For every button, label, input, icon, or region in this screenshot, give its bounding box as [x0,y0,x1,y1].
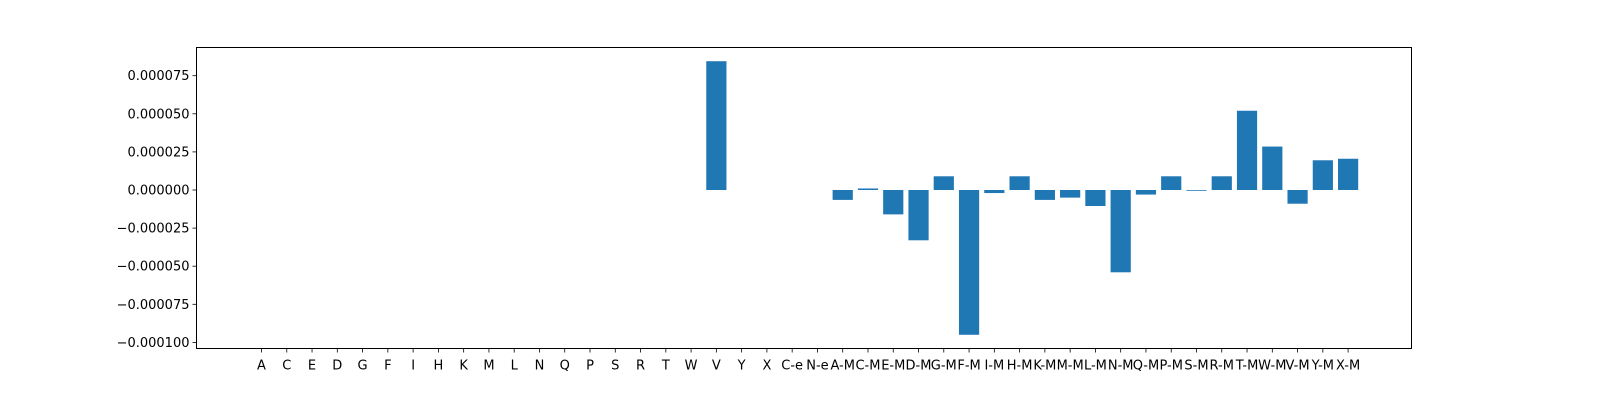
bar-K-M [1034,189,1055,200]
bar-S-M [1186,189,1207,191]
bar-I-M [984,189,1005,194]
bar-E-M [883,189,904,215]
x-tick-label: W [685,359,698,374]
x-axis: A C E D G F I H K M L N Q P S R T W V Y X C-e N-e A-M C-M E-M D-M G… [257,348,1360,374]
x-tick-label: M [483,359,494,374]
bars-group [706,61,1359,335]
x-tick-label: G [358,359,368,374]
x-tick-label: F [384,359,391,374]
x-tick-label: D-M [906,359,932,374]
x-tick-label: X-M [1336,359,1360,374]
x-tick-label: S-M [1184,359,1208,374]
bar-H-M [1009,176,1030,190]
bar-C-M [857,188,879,190]
y-tick-label: −0.000050 [117,260,190,275]
bar-Y-M [1312,160,1333,190]
x-tick-label: G-M [931,359,957,374]
x-tick-label: W-M [1258,359,1286,374]
bar-R-M [1211,176,1232,190]
x-tick-label: C [282,359,291,374]
bar-P-M [1161,176,1182,190]
bar-N-M [1110,189,1131,273]
bar-W-M [1262,146,1283,190]
x-tick-label: N [535,359,545,374]
bar-T-M [1236,110,1258,190]
bar-G-M [933,176,954,190]
y-tick-label: 0.000000 [127,183,189,198]
x-tick-label: N-e [806,359,828,374]
bar-Q-M [1135,189,1157,195]
bar-L-M [1085,189,1106,207]
x-tick-label: P-M [1159,359,1182,374]
x-tick-label: P [586,359,594,374]
y-axis: −0.000100 −0.000075 −0.000050 −0.000025 0.00… [117,69,197,351]
x-tick-label: Y [737,359,746,374]
x-tick-label: K [459,359,468,374]
x-tick-label: Y-M [1311,359,1334,374]
x-tick-label: E-M [881,359,905,374]
x-tick-label: C-e [781,359,803,374]
bar-V-M [1287,189,1308,204]
x-tick-label: H-M [1007,359,1033,374]
bar-A-M [832,189,853,200]
x-tick-label: L [511,359,519,374]
x-tick-label: F-M [957,359,980,374]
bar-M-M [1060,189,1081,198]
bar-X-M [1338,158,1359,190]
bar-V [706,61,727,190]
x-tick-label: A-M [830,359,855,374]
x-tick-label: Q [560,359,570,374]
y-tick-label: 0.000075 [127,69,189,84]
x-tick-label: I [411,359,415,374]
x-tick-label: Q-M [1133,359,1160,374]
x-tick-label: V-M [1286,359,1310,374]
x-tick-label: D [332,359,342,374]
x-tick-label: N-M [1108,359,1134,374]
x-tick-label: H [433,359,443,374]
y-tick-label: 0.000050 [127,107,189,122]
y-tick-label: −0.000075 [117,298,190,313]
x-tick-label: E [308,359,316,374]
x-tick-label: A [257,359,266,374]
x-tick-label: I-M [984,359,1004,374]
bar-F-M [958,189,980,335]
y-tick-label: 0.000025 [127,145,189,160]
y-tick-label: −0.000100 [117,336,190,351]
x-tick-label: T-M [1235,359,1259,374]
x-tick-label: X [762,359,771,374]
x-tick-label: R-M [1210,359,1234,374]
y-tick-label: −0.000025 [117,222,190,237]
x-tick-label: M-M [1057,359,1084,374]
x-tick-label: T [661,359,670,374]
plot-frame [196,47,1412,349]
x-tick-label: K-M [1033,359,1056,374]
x-tick-label: S [611,359,619,374]
x-tick-label: R [636,359,645,374]
x-tick-label: C-M [855,359,880,374]
x-tick-label: L-M [1084,359,1107,374]
x-tick-label: V [712,359,721,374]
bar-D-M [908,189,929,241]
